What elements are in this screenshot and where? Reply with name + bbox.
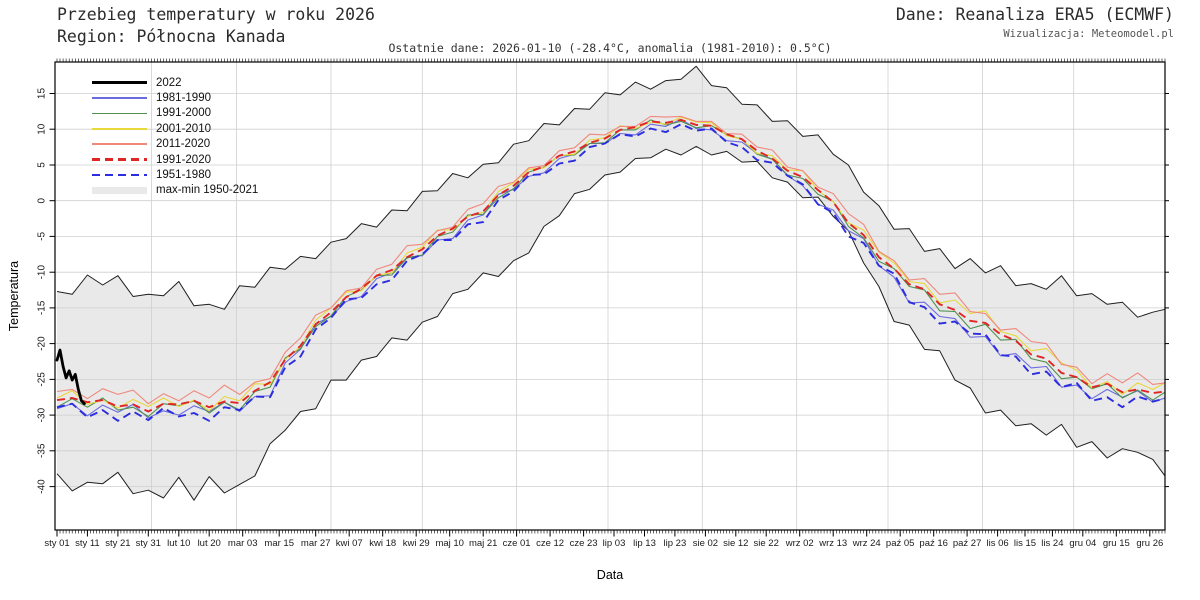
legend-item: 2001-2010 (92, 121, 258, 136)
x-tick-label: wrz 02 (785, 538, 814, 549)
x-tick-label: gru 26 (1136, 538, 1163, 549)
y-tick-label: 0 (37, 197, 48, 203)
y-tick-label: 15 (37, 88, 48, 100)
y-tick-label: -35 (37, 443, 48, 458)
x-tick-label: mar 27 (301, 538, 331, 549)
minmax-band (57, 66, 1165, 501)
series-1991-2000 (56, 119, 1166, 418)
legend-label: 1981-1990 (156, 92, 211, 105)
x-tick-label: sie 12 (723, 538, 748, 549)
legend-swatch-dashed (92, 173, 147, 177)
x-tick-label: lip 23 (664, 538, 687, 549)
legend-item: 2022 (92, 75, 258, 90)
legend-item: 1991-2000 (92, 106, 258, 121)
y-tick-label: -15 (37, 300, 48, 315)
y-tick-label: -20 (37, 336, 48, 351)
y-tick-label: 10 (37, 123, 48, 135)
legend-swatch-line (92, 143, 147, 146)
legend-item: 1991-2020 (92, 152, 258, 167)
x-tick-label: sty 11 (75, 538, 100, 549)
x-tick-label: paź 16 (919, 538, 948, 549)
x-tick-label: gru 15 (1103, 538, 1130, 549)
legend-item: 2011-2020 (92, 137, 258, 152)
legend-swatch-line (92, 97, 147, 99)
y-tick-label: -30 (37, 407, 48, 422)
legend-label: max-min 1950-2021 (156, 184, 259, 197)
series-1991-2020 (56, 118, 1166, 413)
x-tick-label: lis 06 (987, 538, 1009, 549)
axis-ticks (49, 58, 1169, 537)
legend: 2022 1981-1990 1991-2000 2001-2010 2011-2020… (92, 75, 258, 198)
y-tick-label: -40 (37, 479, 48, 494)
legend-swatch-line (92, 112, 147, 115)
legend-item: 1951-1980 (92, 167, 258, 182)
x-tick-label: sie 02 (693, 538, 718, 549)
series-1951-1980 (56, 123, 1166, 422)
series-2011-2020 (56, 115, 1166, 405)
y-axis-title: Temperatura (7, 260, 21, 332)
y-tick-label: -5 (37, 232, 48, 241)
x-tick-label: lis 15 (1014, 538, 1036, 549)
y-tick-label: 5 (37, 162, 48, 168)
x-tick-label: kwi 07 (336, 538, 363, 549)
x-tick-label: gru 04 (1069, 538, 1096, 549)
x-tick-label: lip 13 (633, 538, 656, 549)
y-tick-labels: 15 10 5 0 -5 -10 -15 -20 -25 -30 -35 -40 (37, 88, 48, 494)
x-tick-label: mar 15 (264, 538, 294, 549)
x-tick-label: wrz 13 (818, 538, 847, 549)
x-tick-labels: sty 01 sty 11 sty 21 sty 31 lut 10 lut 20 mar … (44, 538, 1163, 549)
legend-item: max-min 1950-2021 (92, 183, 258, 198)
x-tick-label: sty 01 (44, 538, 69, 549)
x-tick-label: kwi 18 (369, 538, 396, 549)
legend-item: 1981-1990 (92, 90, 258, 105)
visualization-credit: Wizualizacja: Meteomodel.pl (1003, 28, 1174, 40)
legend-swatch-line (92, 128, 147, 130)
legend-swatch-thick-line (92, 80, 147, 85)
legend-label: 1991-2020 (156, 153, 211, 166)
x-tick-label: maj 10 (435, 538, 464, 549)
x-tick-label: paź 27 (953, 538, 982, 549)
last-data-subtitle: Ostatnie dane: 2026-01-10 (-28.4°C, anom… (388, 41, 832, 55)
series-2001-2010 (56, 116, 1166, 412)
data-source-label: Dane: Reanaliza ERA5 (ECMWF) (895, 5, 1174, 24)
x-tick-label: lut 10 (167, 538, 190, 549)
legend-label: 1991-2000 (156, 107, 211, 120)
region-subtitle: Region: Północna Kanada (57, 27, 286, 46)
legend-swatch-band (92, 186, 147, 194)
x-tick-label: lut 20 (198, 538, 221, 549)
x-tick-label: cze 12 (536, 538, 564, 549)
x-tick-label: sty 31 (136, 538, 161, 549)
gridlines (55, 62, 1165, 530)
series-2022 (55, 348, 86, 406)
x-tick-label: cze 01 (503, 538, 531, 549)
plot-border (54, 61, 1166, 531)
x-tick-label: maj 21 (469, 538, 498, 549)
x-tick-label: wrz 24 (852, 538, 881, 549)
x-axis-title: Data (596, 568, 624, 582)
x-tick-label: sie 22 (754, 538, 779, 549)
x-tick-label: sty 21 (105, 538, 130, 549)
legend-label: 2011-2020 (156, 138, 211, 151)
x-tick-label: cze 23 (570, 538, 598, 549)
legend-label: 2001-2010 (156, 122, 211, 135)
page-title: Przebieg temperatury w roku 2026 (57, 5, 375, 24)
x-tick-label: lip 03 (603, 538, 626, 549)
x-tick-label: kwi 29 (403, 538, 430, 549)
x-tick-label: mar 03 (228, 538, 258, 549)
x-tick-label: lis 24 (1041, 538, 1063, 549)
legend-swatch-dashed (92, 158, 147, 161)
minmax-band-outline (56, 65, 1166, 501)
legend-label: 1951-1980 (156, 169, 211, 182)
y-tick-label: -10 (37, 265, 48, 280)
y-tick-label: -25 (37, 372, 48, 387)
x-tick-label: paź 05 (886, 538, 915, 549)
legend-label: 2022 (156, 76, 182, 89)
